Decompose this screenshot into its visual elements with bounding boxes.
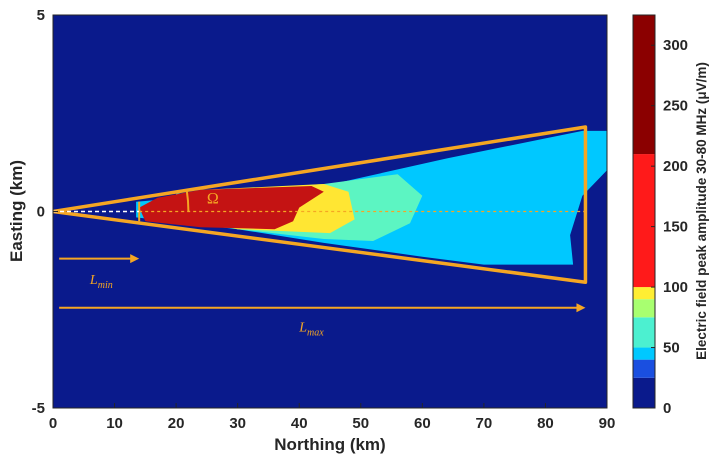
- colorbar-band: [633, 377, 655, 408]
- field-region-peak-field: [139, 186, 324, 230]
- colorbar-band: [633, 154, 655, 288]
- lmin-arrow: [59, 254, 140, 264]
- lmax-label-main: L: [298, 320, 307, 335]
- x-tick-label: 70: [476, 415, 493, 432]
- x-tick-label: 90: [599, 415, 616, 432]
- lmax-label: Lmax: [298, 320, 324, 338]
- y-tick-label: 5: [37, 7, 45, 24]
- y-axis-label: Easting (km): [7, 160, 26, 262]
- colorbar-band: [633, 347, 655, 360]
- colorbar-ticks: 0 50 100 150 200 250 300: [651, 37, 688, 417]
- colorbar-band: [633, 287, 655, 300]
- field-regions: [136, 130, 607, 265]
- colorbar: [633, 15, 655, 408]
- lmin-label: Lmin: [89, 273, 113, 291]
- colorbar-band: [633, 299, 655, 318]
- lmin-arrow-head: [130, 254, 140, 264]
- omega-arc: [185, 189, 190, 212]
- outer-cone: [53, 125, 588, 284]
- x-tick-label: 0: [49, 415, 57, 432]
- colorbar-band: [633, 317, 655, 348]
- x-axis-label: Northing (km): [274, 435, 385, 454]
- colorbar-label: Electric field peak amplitude 30-80 MHz …: [694, 62, 709, 360]
- x-tick-label: 80: [537, 415, 554, 432]
- y-tick-label: -5: [32, 400, 45, 417]
- colorbar-frame: [632, 14, 656, 409]
- colorbar-tick-label: 150: [663, 219, 688, 236]
- colorbar-tick-label: 300: [663, 37, 688, 54]
- lmin-label-main: L: [89, 273, 98, 288]
- lmax-arrow-head: [576, 303, 586, 313]
- x-axis-ticks: 0 10 20 30 40 50 60 70 80 90: [49, 403, 616, 432]
- colorbar-band: [633, 359, 655, 378]
- x-tick-label: 40: [291, 415, 308, 432]
- y-axis-ticks: 5 0 -5: [32, 7, 58, 417]
- x-tick-label: 30: [229, 415, 246, 432]
- y-tick-label: 0: [37, 204, 45, 221]
- colorbar-tick-label: 50: [663, 340, 680, 357]
- plot-area: [52, 14, 608, 409]
- x-tick-label: 20: [168, 415, 185, 432]
- x-tick-label: 60: [414, 415, 431, 432]
- colorbar-tick-label: 0: [663, 400, 671, 417]
- colorbar-band: [633, 15, 655, 155]
- x-tick-label: 50: [352, 415, 369, 432]
- omega-label: Ω: [207, 191, 219, 208]
- lmin-label-sub: min: [98, 280, 113, 291]
- colorbar-tick-label: 250: [663, 98, 688, 115]
- x-tick-label: 10: [106, 415, 123, 432]
- lmax-label-sub: max: [307, 327, 324, 338]
- colorbar-tick-label: 100: [663, 279, 688, 296]
- lmax-arrow: [59, 303, 586, 313]
- cone-overlay: [53, 125, 588, 284]
- colorbar-tick-label: 200: [663, 158, 688, 175]
